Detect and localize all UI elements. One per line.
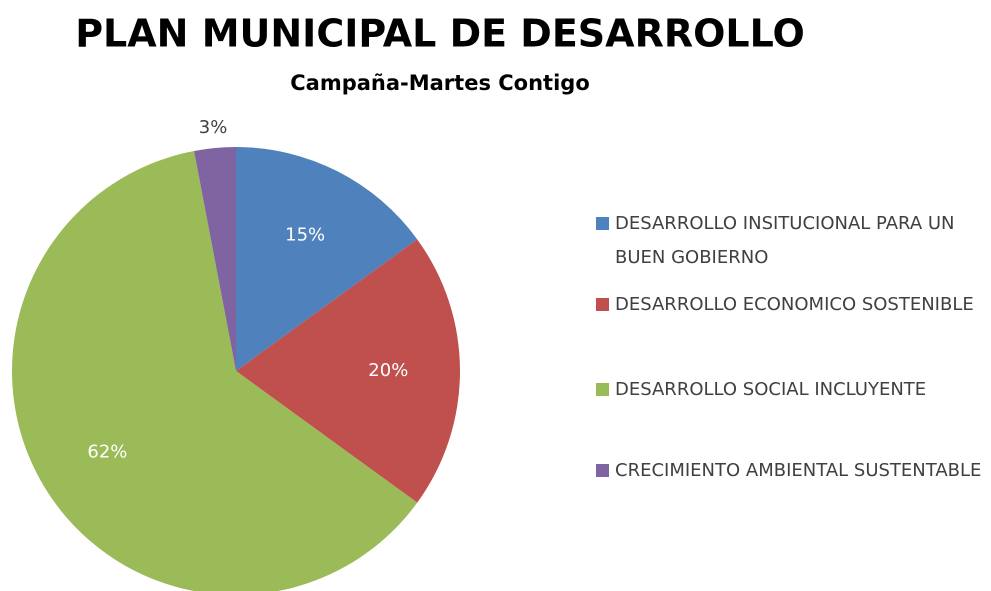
legend-label: DESARROLLO ECONOMICO SOSTENIBLE — [615, 294, 974, 315]
pie-slice — [12, 150, 418, 591]
data-label: 15% — [285, 224, 325, 245]
chart-title: PLAN MUNICIPAL DE DESARROLLO — [75, 12, 805, 56]
legend-swatch — [596, 464, 609, 477]
chart-subtitle: Campaña-Martes Contigo — [290, 71, 590, 95]
legend-swatch — [596, 217, 609, 230]
pie-slice — [194, 147, 236, 371]
pie-slice — [236, 239, 461, 503]
pie-slice — [236, 147, 418, 371]
legend-swatch — [596, 298, 609, 311]
data-label: 3% — [199, 117, 228, 138]
legend-label: DESARROLLO INSITUCIONAL PARA UN BUEN GOB… — [615, 213, 955, 268]
legend-item: DESARROLLO ECONOMICO SOSTENIBLE — [596, 288, 986, 322]
legend-label: CRECIMIENTO AMBIENTAL SUSTENTABLE — [615, 460, 982, 481]
legend-label: DESARROLLO SOCIAL INCLUYENTE — [615, 379, 927, 400]
data-label: 20% — [368, 360, 408, 381]
legend-swatch — [596, 383, 609, 396]
legend-item: DESARROLLO SOCIAL INCLUYENTE — [596, 373, 986, 407]
legend-item: DESARROLLO INSITUCIONAL PARA UN BUEN GOB… — [596, 207, 986, 275]
data-label: 62% — [87, 442, 127, 463]
legend-item: CRECIMIENTO AMBIENTAL SUSTENTABLE — [596, 454, 986, 488]
